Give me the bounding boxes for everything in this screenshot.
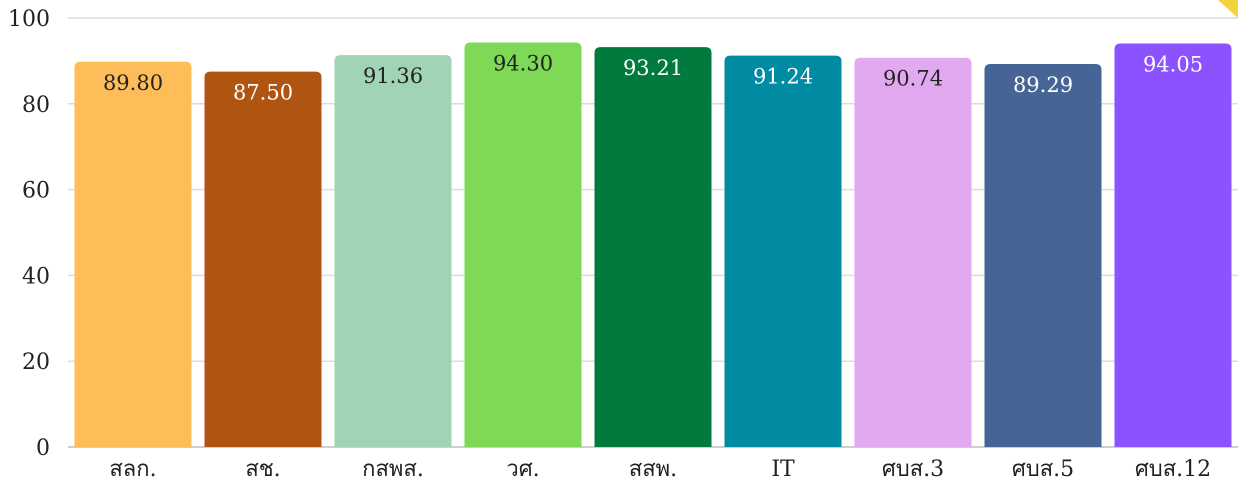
y-tick-label: 80 bbox=[22, 93, 50, 118]
bar-value-label: 89.80 bbox=[103, 71, 163, 95]
bar-value-label: 94.30 bbox=[493, 51, 553, 75]
x-category-label: ศบส.3 bbox=[882, 457, 944, 482]
x-category-label: วศ. bbox=[506, 457, 539, 482]
bar bbox=[334, 55, 452, 447]
bar-value-label: 89.29 bbox=[1013, 73, 1073, 97]
y-axis-ticks: 0 20 40 60 80 100 bbox=[8, 7, 50, 461]
bar bbox=[984, 63, 1102, 448]
bar-value-label: 90.74 bbox=[883, 67, 943, 91]
bar-value-label: 91.24 bbox=[753, 65, 813, 89]
y-tick-label: 100 bbox=[8, 7, 50, 32]
bar bbox=[724, 55, 842, 448]
x-category-label: สช. bbox=[245, 457, 280, 482]
bar bbox=[204, 71, 322, 447]
bar bbox=[854, 57, 972, 447]
y-tick-label: 20 bbox=[22, 350, 50, 375]
y-tick-label: 0 bbox=[36, 436, 50, 461]
bar bbox=[1114, 43, 1232, 447]
bar-value-label: 87.50 bbox=[233, 81, 293, 105]
y-tick-label: 60 bbox=[22, 179, 50, 204]
bar-value-label: 93.21 bbox=[623, 56, 683, 80]
bar-value-label: 94.05 bbox=[1143, 53, 1203, 77]
x-category-label: สลก. bbox=[109, 457, 156, 482]
bar bbox=[74, 61, 192, 448]
x-category-label: กสพส. bbox=[362, 457, 424, 482]
x-category-label: ศบส.5 bbox=[1012, 457, 1074, 482]
data-labels: 89.80 87.50 91.36 94.30 93.21 91.24 90.74 89.29… bbox=[103, 51, 1203, 104]
bar-value-label: 91.36 bbox=[363, 64, 423, 88]
bar bbox=[464, 42, 582, 447]
y-tick-label: 40 bbox=[22, 264, 50, 289]
x-axis-categories: สลก. สช. กสพส. วศ. สสพ. IT ศบส.3 ศบส.5 ศบส.12 bbox=[109, 457, 1211, 482]
bar bbox=[594, 47, 712, 448]
x-category-label: สสพ. bbox=[629, 457, 677, 482]
corner-fold-decoration bbox=[1218, 0, 1238, 18]
x-category-label: IT bbox=[771, 457, 795, 482]
bars bbox=[74, 42, 1232, 448]
x-category-label: ศบส.12 bbox=[1135, 457, 1211, 482]
